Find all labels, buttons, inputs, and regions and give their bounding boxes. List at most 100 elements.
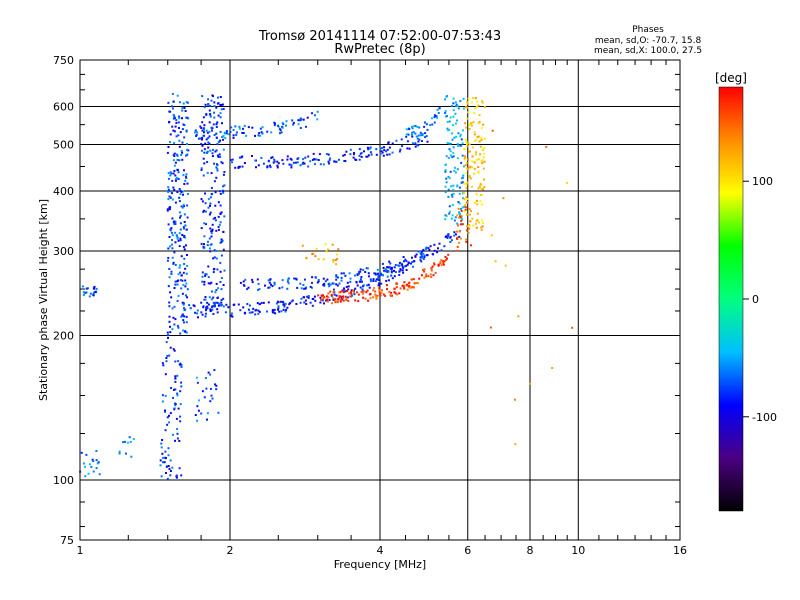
data-point [437, 112, 440, 114]
data-point [344, 290, 347, 293]
data-point [257, 282, 260, 285]
data-point [460, 219, 463, 222]
data-point [174, 241, 177, 244]
data-point [277, 307, 280, 310]
data-point [473, 167, 476, 170]
data-point [313, 114, 316, 117]
data-point [184, 285, 187, 288]
data-point [345, 150, 348, 153]
data-point [165, 341, 168, 344]
data-point [176, 428, 179, 430]
data-point [165, 360, 168, 363]
data-point [208, 213, 211, 216]
data-point [239, 281, 242, 284]
data-point [378, 277, 381, 280]
data-point [174, 402, 176, 405]
data-point [82, 293, 85, 296]
data-point [173, 251, 176, 254]
data-point [326, 278, 329, 281]
data-point [332, 291, 335, 294]
data-point [476, 100, 479, 103]
data-point [302, 296, 305, 299]
data-point [222, 108, 225, 110]
data-point [551, 367, 554, 369]
data-point [331, 243, 334, 246]
data-point [166, 423, 169, 426]
data-point [249, 311, 252, 314]
data-point [327, 248, 330, 251]
data-point [464, 208, 467, 211]
data-point [420, 256, 423, 259]
data-point [311, 158, 314, 161]
data-point [362, 268, 365, 271]
data-point [297, 123, 300, 126]
data-point [372, 278, 375, 281]
data-point [402, 271, 405, 274]
data-point [185, 244, 187, 247]
data-point [262, 301, 265, 304]
data-point [213, 180, 216, 183]
data-point [85, 291, 88, 294]
data-point [200, 242, 203, 245]
data-point [419, 256, 422, 259]
data-point [161, 452, 164, 455]
data-point [199, 137, 202, 140]
data-point [217, 411, 220, 414]
data-point [174, 179, 177, 182]
data-point [465, 186, 468, 189]
data-point [192, 304, 195, 307]
data-point [186, 116, 189, 119]
phase-stats-o: mean, sd,O: -70.7, 15.8 [595, 36, 702, 46]
data-point [282, 303, 285, 306]
data-point [367, 154, 370, 157]
data-point [463, 205, 466, 208]
data-point [305, 303, 308, 305]
data-point [326, 300, 329, 303]
data-point [203, 124, 206, 127]
data-point [220, 254, 223, 257]
data-point [429, 124, 432, 127]
data-point [402, 285, 405, 288]
data-point [455, 122, 457, 125]
data-point [302, 158, 305, 161]
data-point [454, 112, 457, 115]
data-point [217, 296, 219, 299]
data-point [390, 295, 393, 297]
data-point [178, 115, 180, 118]
data-point [295, 278, 298, 281]
data-point [446, 237, 449, 239]
data-point [358, 158, 361, 161]
data-point [353, 292, 356, 295]
data-point [221, 122, 223, 125]
data-point [418, 134, 421, 137]
data-point [415, 253, 418, 256]
data-point [385, 279, 388, 282]
data-point [281, 121, 284, 124]
data-point [95, 287, 98, 290]
data-point [365, 155, 368, 158]
data-point [254, 313, 257, 316]
data-point [336, 276, 339, 279]
data-point [174, 318, 177, 321]
data-point [407, 133, 410, 136]
data-point [393, 266, 396, 269]
data-point [202, 174, 205, 177]
data-point [304, 156, 307, 159]
data-point [286, 158, 289, 161]
data-point [209, 115, 212, 118]
colorbar-tick-label: 0 [752, 293, 759, 306]
data-point [448, 205, 451, 208]
data-point [424, 136, 427, 139]
data-point [179, 332, 182, 335]
data-point [317, 278, 320, 281]
data-point [118, 450, 121, 453]
data-point [303, 162, 306, 165]
data-point [167, 198, 170, 201]
data-point [269, 164, 271, 167]
data-point [481, 225, 484, 228]
data-point [458, 202, 461, 205]
data-point [451, 156, 454, 159]
data-point [173, 155, 176, 157]
data-point [203, 222, 206, 225]
data-point [206, 412, 209, 415]
